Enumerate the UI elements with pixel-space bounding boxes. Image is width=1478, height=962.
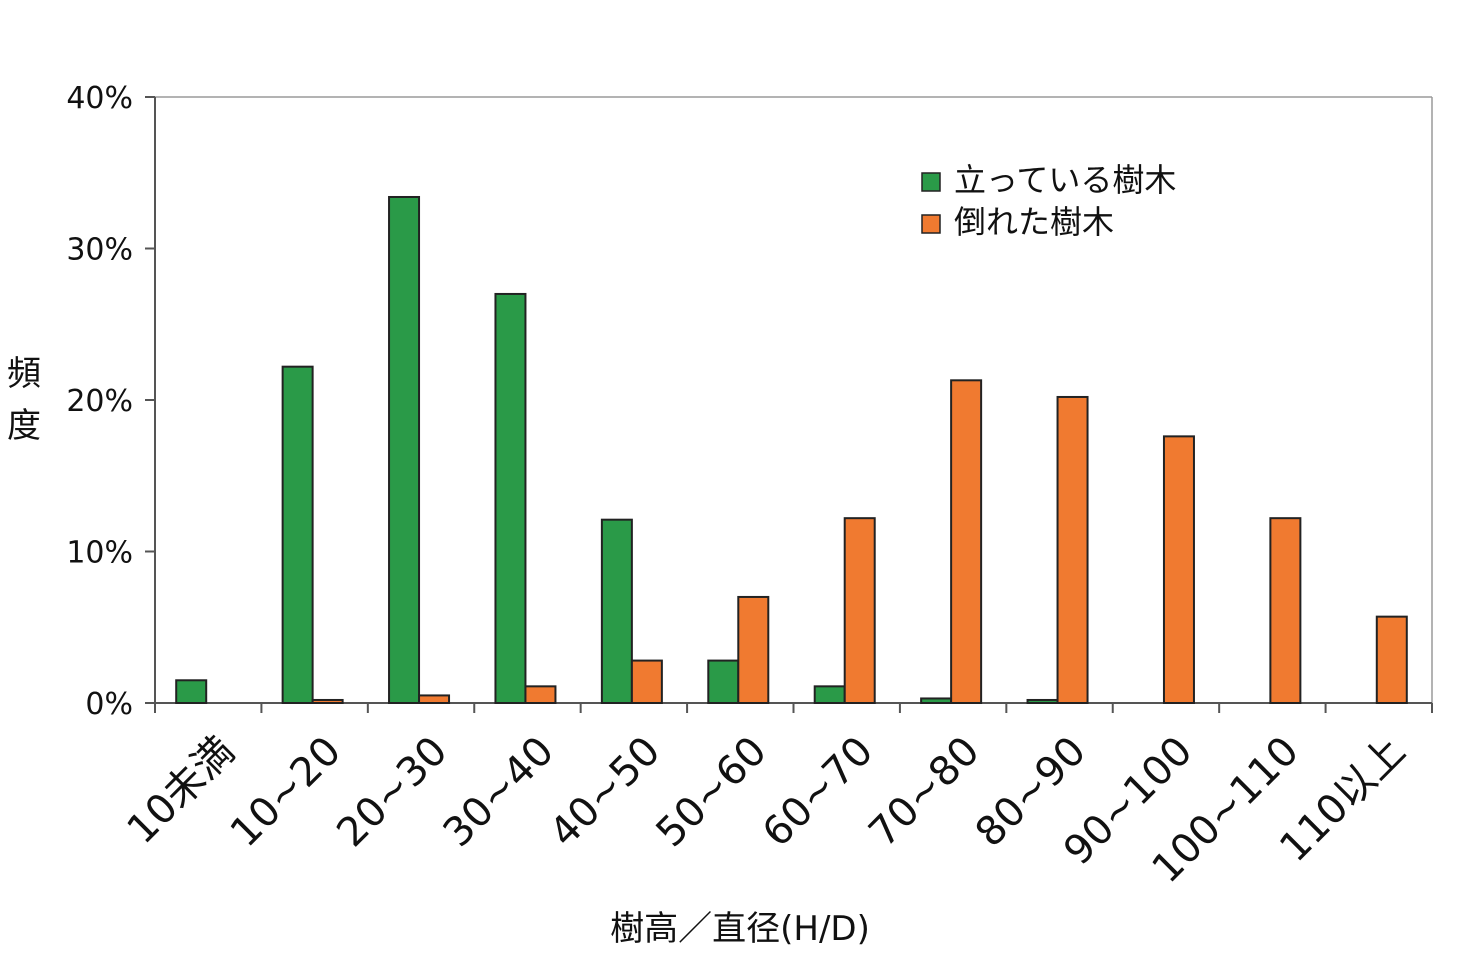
x-tick-label: 60~70 (754, 728, 882, 856)
x-axis: 10未満10~2020~3030~4040~5050~6060~7070~808… (119, 703, 1433, 892)
bar-fallen (1375, 615, 1408, 705)
x-tick-label: 10~20 (222, 728, 350, 856)
bar-standing (707, 659, 740, 705)
x-axis-title: 樹高／直径(H/D) (610, 909, 870, 949)
x-tick-label: 70~80 (860, 728, 988, 856)
bar-standing (600, 518, 633, 704)
bar-standing (1026, 698, 1059, 704)
bar-standing (281, 365, 314, 704)
y-tick-label: 20% (66, 384, 133, 419)
bar-fallen (1162, 435, 1195, 704)
bar-fallen (1269, 517, 1302, 704)
bar-standing (813, 685, 846, 705)
x-tick-label: 30~40 (435, 728, 563, 856)
legend-swatch (921, 172, 941, 192)
x-tick-label: 50~60 (648, 728, 776, 856)
bar-fallen (950, 379, 983, 704)
bars-group (175, 195, 1408, 705)
y-axis-title-char: 頻 (7, 354, 41, 394)
bar-fallen (311, 698, 344, 704)
y-axis-title: 頻度 (7, 354, 41, 446)
plot-area (154, 96, 1433, 704)
bar-fallen (737, 595, 770, 705)
bar-fallen (630, 659, 663, 705)
legend-label: 倒れた樹木 (954, 203, 1114, 241)
y-tick-label: 10% (66, 536, 133, 571)
y-tick-label: 0% (85, 687, 133, 722)
bar-standing (388, 195, 421, 705)
bar-fallen (1056, 395, 1089, 704)
bar-fallen (843, 517, 876, 704)
bar-standing (175, 679, 208, 705)
y-axis-title-char: 度 (7, 406, 41, 446)
bar-standing (494, 292, 527, 704)
bar-standing (920, 697, 953, 705)
bar-fallen (418, 694, 451, 704)
y-tick-label: 40% (66, 81, 133, 116)
y-axis: 0% 10% 20% 30% 40% (66, 81, 155, 722)
y-tick-label: 30% (66, 233, 133, 268)
legend-label: 立っている樹木 (954, 161, 1176, 199)
bar-fallen (524, 685, 557, 705)
legend-swatch (921, 214, 941, 234)
x-tick-label: 20~30 (328, 728, 456, 856)
x-tick-label: 10未満 (119, 728, 244, 853)
x-tick-label: 40~50 (541, 728, 669, 856)
